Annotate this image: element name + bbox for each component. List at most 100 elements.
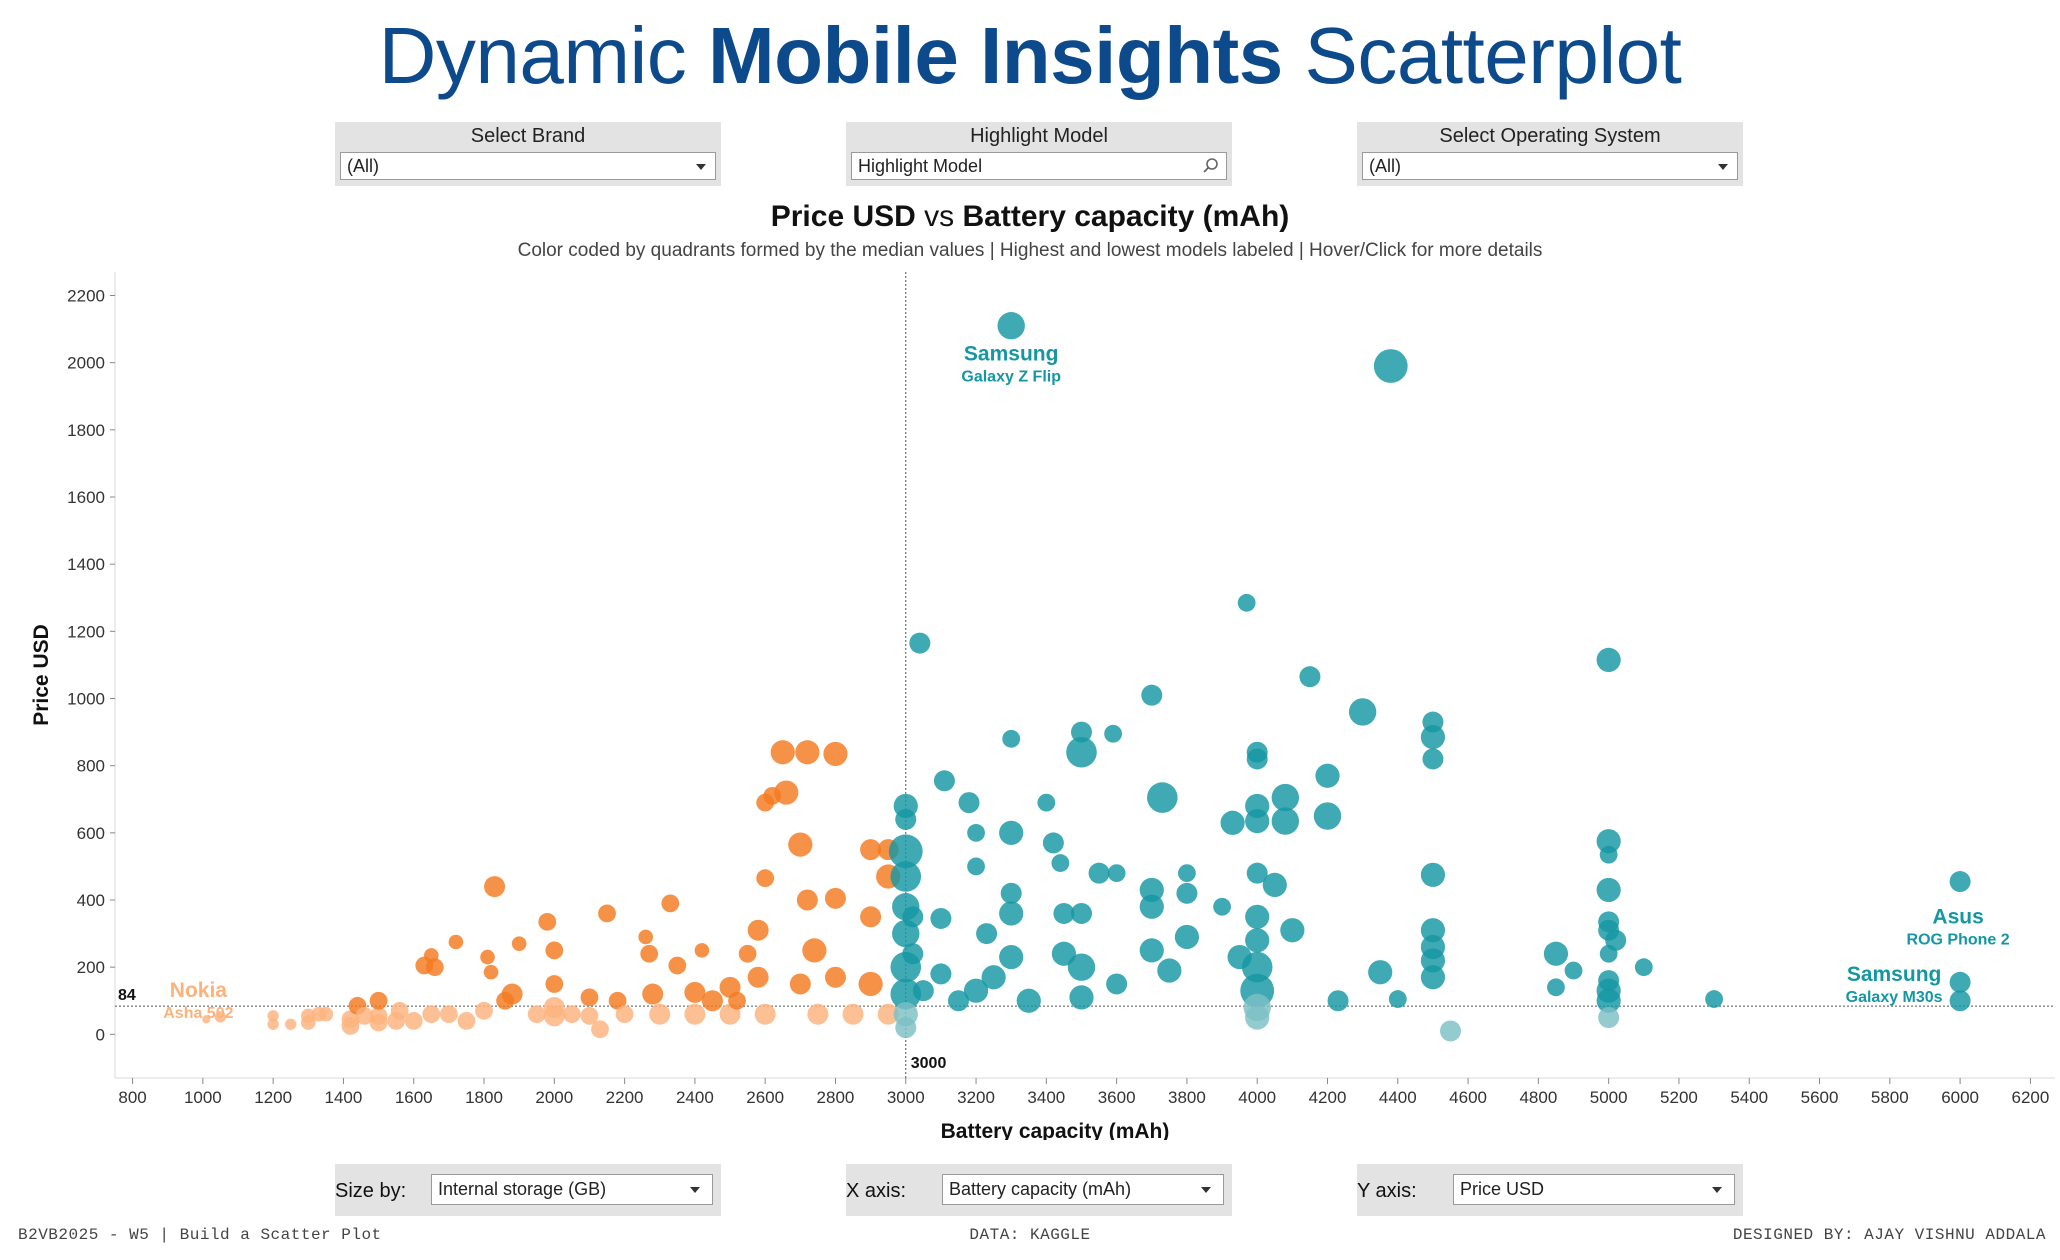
x-tick-label: 5800 <box>1871 1088 1909 1107</box>
data-point <box>538 912 557 931</box>
data-point <box>1598 1007 1620 1029</box>
annotation-brand: Asus <box>1932 906 1983 929</box>
data-point <box>997 312 1025 340</box>
x-tick-label: 3000 <box>887 1088 925 1107</box>
data-point <box>1051 854 1070 872</box>
data-point <box>1037 793 1056 812</box>
data-point <box>598 904 616 923</box>
data-point <box>807 1003 829 1025</box>
chevron-down-icon[interactable] <box>690 1187 700 1193</box>
annotation-brand: Samsung <box>964 343 1059 366</box>
data-point <box>1237 593 1256 612</box>
annotation-brand: Nokia <box>170 979 228 1002</box>
model-search-input[interactable]: Highlight Model <box>851 152 1227 180</box>
brand-select[interactable]: (All) <box>340 152 716 180</box>
data-point <box>895 1017 917 1039</box>
x-axis-control: X axis: Battery capacity (mAh) <box>846 1164 1232 1216</box>
brand-filter: Select Brand (All) <box>335 122 721 186</box>
median-x-label: 3000 <box>911 1055 947 1072</box>
y-tick-label: 400 <box>77 891 105 910</box>
data-point <box>1543 941 1569 966</box>
x-tick-label: 5400 <box>1730 1088 1768 1107</box>
data-point <box>661 894 680 913</box>
data-point <box>999 945 1024 970</box>
data-point <box>1070 721 1092 743</box>
title-part-2: Mobile Insights <box>708 11 1283 100</box>
os-select[interactable]: (All) <box>1362 152 1738 180</box>
y-axis-value: Price USD <box>1460 1179 1545 1199</box>
x-tick-label: 1200 <box>254 1088 292 1107</box>
data-point <box>1299 666 1321 688</box>
size-by-control: Size by: Internal storage (GB) <box>335 1164 721 1216</box>
brand-select-value: (All) <box>347 156 379 176</box>
data-point <box>958 792 980 814</box>
y-tick-label: 1600 <box>67 488 105 507</box>
data-point <box>684 1003 706 1025</box>
data-point <box>770 740 795 765</box>
chevron-down-icon[interactable] <box>1718 164 1728 170</box>
data-point <box>728 991 746 1010</box>
size-by-label: Size by: <box>335 1180 407 1202</box>
x-tick-label: 2600 <box>746 1088 784 1107</box>
data-point <box>1066 736 1097 768</box>
data-point <box>1178 864 1196 883</box>
axes-layer: 0 200 400 600 800 1000 1200 1400 1600 1800 2000 220… <box>30 272 2055 1140</box>
data-point <box>649 1003 671 1025</box>
data-point <box>1440 1020 1462 1042</box>
data-point <box>999 820 1024 845</box>
data-point <box>318 1006 334 1022</box>
size-by-select[interactable]: Internal storage (GB) <box>431 1174 713 1205</box>
footer-center: DATA: KAGGLE <box>969 1226 1091 1244</box>
data-point <box>484 876 506 898</box>
data-point <box>1596 829 1621 854</box>
data-point <box>202 1015 211 1024</box>
chevron-down-icon[interactable] <box>1712 1187 1722 1193</box>
data-point <box>404 1012 423 1030</box>
data-point <box>1220 810 1245 835</box>
data-point <box>890 861 922 892</box>
annotation-model: ROG Phone 2 <box>1907 932 2010 949</box>
data-point <box>1596 647 1621 672</box>
data-point <box>1368 960 1393 985</box>
data-point <box>267 1018 279 1030</box>
data-point <box>1373 349 1408 383</box>
data-point <box>562 1005 581 1024</box>
data-point <box>824 887 846 909</box>
data-point <box>355 1006 374 1025</box>
chevron-down-icon[interactable] <box>1201 1187 1211 1193</box>
data-point <box>747 966 769 988</box>
data-point <box>1388 990 1407 1008</box>
data-point <box>501 983 523 1005</box>
x-tick-label: 1400 <box>325 1088 363 1107</box>
labels-layer: Samsung Galaxy Z Flip Asus ROG Phone 2 Samsu… <box>163 343 2010 1022</box>
y-axis-select[interactable]: Price USD <box>1453 1174 1735 1205</box>
os-select-value: (All) <box>1369 156 1401 176</box>
data-point <box>877 1003 899 1025</box>
data-point <box>1174 924 1200 950</box>
data-point <box>796 889 818 911</box>
y-tick-label: 1800 <box>67 421 105 440</box>
data-point <box>1088 862 1110 884</box>
x-tick-label: 3200 <box>957 1088 995 1107</box>
x-axis-select[interactable]: Battery capacity (mAh) <box>942 1174 1224 1205</box>
x-tick-label: 4800 <box>1519 1088 1557 1107</box>
data-point <box>738 944 757 963</box>
annotation-brand: Samsung <box>1847 963 1942 986</box>
chevron-down-icon[interactable] <box>696 164 706 170</box>
data-point <box>1213 897 1231 916</box>
data-point <box>909 632 931 654</box>
search-icon[interactable] <box>1202 157 1220 175</box>
data-point <box>947 990 969 1012</box>
data-point <box>1241 951 1273 983</box>
data-point <box>1949 990 1971 1012</box>
data-point <box>1420 965 1446 990</box>
x-tick-label: 2800 <box>817 1088 855 1107</box>
dashboard-title: Dynamic Mobile Insights Scatterplot <box>0 10 2060 102</box>
data-point <box>1420 918 1446 943</box>
data-point <box>1104 724 1123 743</box>
data-point <box>1053 902 1075 924</box>
data-point <box>1596 988 1621 1013</box>
y-axis-control: Y axis: Price USD <box>1357 1164 1743 1216</box>
data-point <box>1141 684 1163 706</box>
x-tick-label: 2200 <box>606 1088 644 1107</box>
